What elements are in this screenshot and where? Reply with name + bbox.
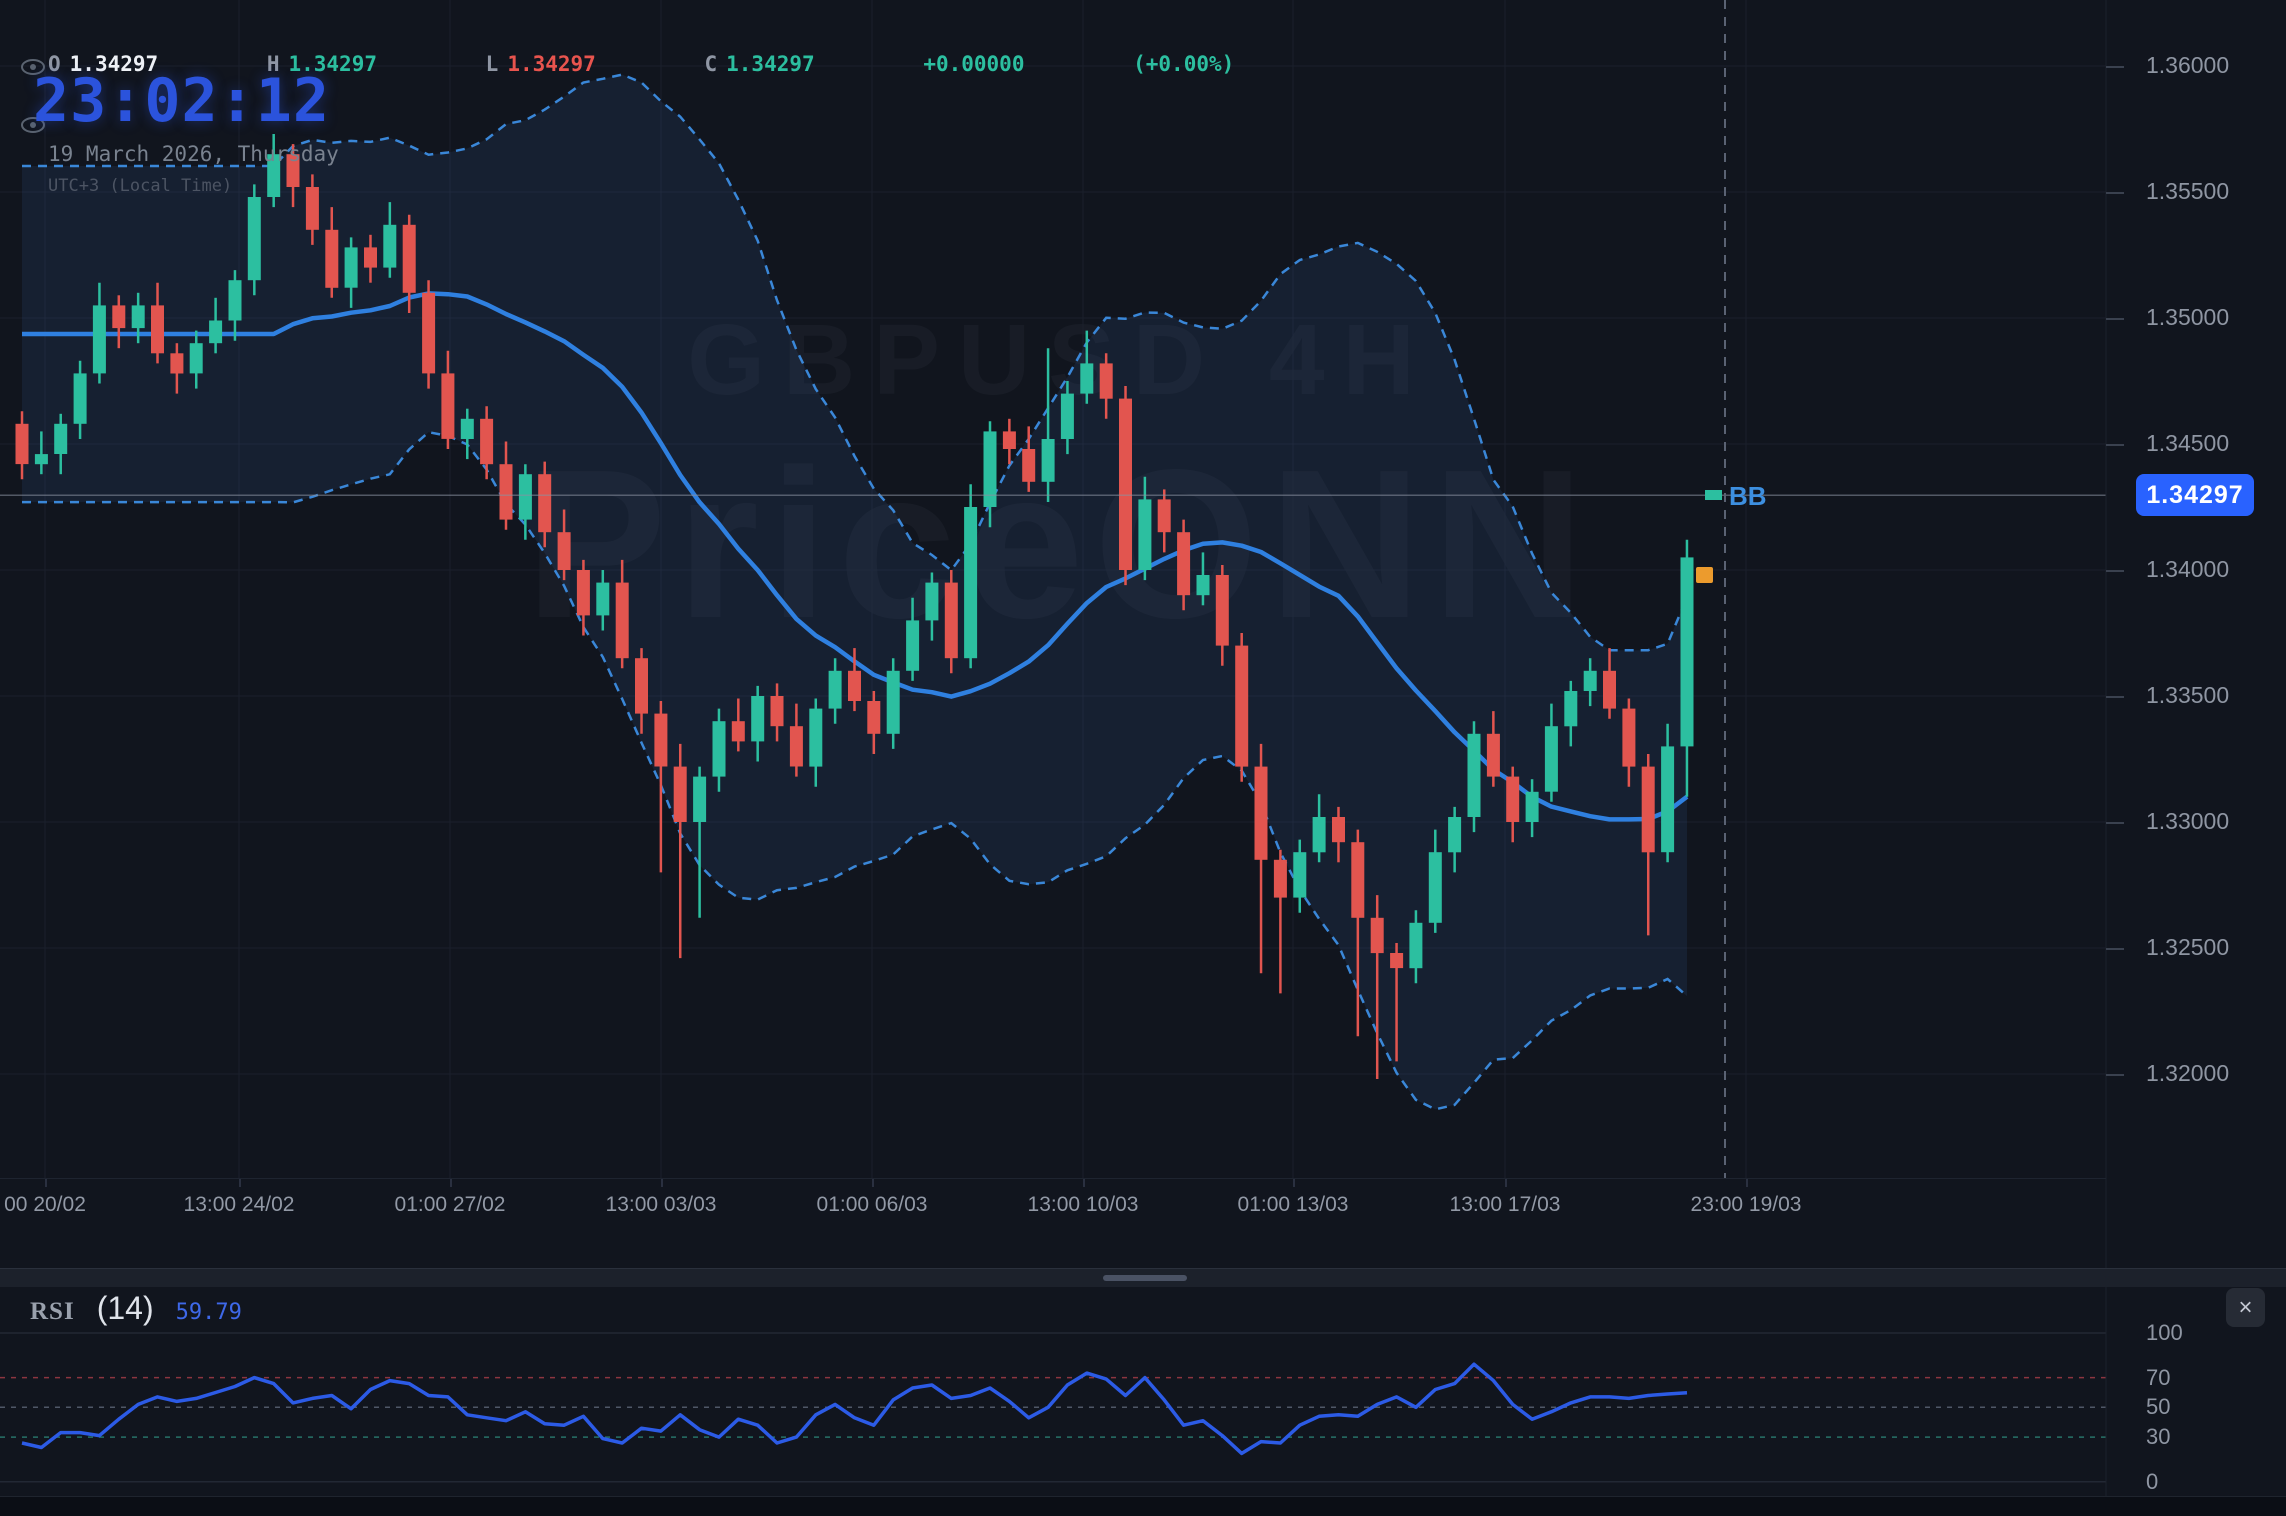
time-tick-mark [239,1179,241,1187]
time-tick-mark [1083,1179,1085,1187]
price-axis[interactable]: 1.36000 1.35500 1.35000 1.34500 1.34000 1.335… [2106,0,2286,1178]
time-tick-mark [1505,1179,1507,1187]
time-tick-label: 01:00 13/03 [1237,1193,1349,1216]
bottom-toolbar-strip [0,1496,2286,1516]
rsi-header: RSI (14) 59.79 [30,1290,242,1327]
price-tick-label: 1.34000 [2146,556,2230,582]
visibility-eye-icon[interactable] [20,58,46,76]
time-tick-mark [1746,1179,1748,1187]
session-clock: 23:02:12 [33,66,330,136]
rsi-period: (14) [96,1290,154,1326]
time-tick-label: 13:00 24/02 [183,1193,295,1216]
rsi-line [21,1362,1688,1456]
pane-divider[interactable] [0,1268,2286,1287]
rsi-tick-label: 30 [2146,1424,2171,1450]
time-tick-label: 13:00 10/03 [1027,1193,1139,1216]
change-percent: (+0.00%) [1133,52,1235,76]
price-tick-label: 1.33500 [2146,682,2230,708]
visibility-eye-icon[interactable] [20,116,46,134]
order-marker [1696,567,1713,583]
open-label: O [48,52,61,76]
close-value: 1.34297 [726,52,815,76]
last-price-value: 1.34297 [2146,480,2244,509]
bollinger-fill [22,74,1687,1110]
rsi-tick-label: 70 [2146,1364,2171,1390]
price-tick-label: 1.35000 [2146,304,2230,330]
price-tick-label: 1.33000 [2146,808,2230,834]
last-price-badge: 1.34297 [2136,474,2254,516]
rsi-tick-label: 0 [2146,1468,2159,1494]
time-tick-label: 13:00 03/03 [605,1193,717,1216]
price-tick-label: 1.32500 [2146,934,2230,960]
watermark-brand: PriceONN [280,438,1840,650]
price-tick-label: 1.35500 [2146,178,2230,204]
rsi-close-button[interactable]: × [2226,1288,2265,1327]
low-value: 1.34297 [507,52,596,76]
rsi-tick-label: 100 [2146,1320,2183,1345]
change-value: +0.00000 [923,52,1025,76]
ohlc-bar: O 1.34297 H 1.34297 L 1.34297 C 1.34297 +0.0… [48,52,1243,76]
high-label: H [266,52,280,76]
bollinger-lower [22,430,1688,1111]
bollinger-band-label: BB [1729,481,1767,511]
rsi-current-value: 59.79 [175,1300,242,1325]
pane-resize-handle[interactable] [1103,1275,1187,1281]
time-tick-mark [872,1179,874,1187]
price-tick-label: 1.36000 [2146,52,2230,78]
time-tick-mark [661,1179,663,1187]
time-tick-label: 13:00 17/03 [1449,1193,1561,1216]
bollinger-upper [22,73,1689,652]
low-label: L [485,52,499,76]
rsi-title: RSI [30,1298,75,1325]
rsi-axis[interactable]: 100 70 50 30 0 [2106,0,2286,1516]
last-price-marker [1705,490,1722,500]
session-date: 19 March 2026, Thursday [48,142,339,166]
time-tick-mark [450,1179,452,1187]
open-value: 1.34297 [69,52,159,76]
timezone-label: UTC+3 (Local Time) [48,176,233,196]
time-tick-label: 01:00 06/03 [816,1193,928,1216]
time-tick-mark [45,1179,47,1187]
price-tick-label: 1.34500 [2146,430,2230,456]
close-label: C [704,52,718,76]
time-tick-mark [1293,1179,1295,1187]
time-axis[interactable]: 00 20/02 13:00 24/02 01:00 27/02 13:00 03/0… [0,1178,2106,1247]
time-tick-label: 01:00 27/02 [394,1193,506,1216]
time-tick-label: 23:00 19/03 [1690,1193,1802,1216]
rsi-tick-label: 50 [2146,1394,2171,1420]
price-tick-label: 1.32000 [2146,1060,2230,1086]
time-tick-label: 00 20/02 [4,1193,86,1216]
high-value: 1.34297 [288,52,377,76]
